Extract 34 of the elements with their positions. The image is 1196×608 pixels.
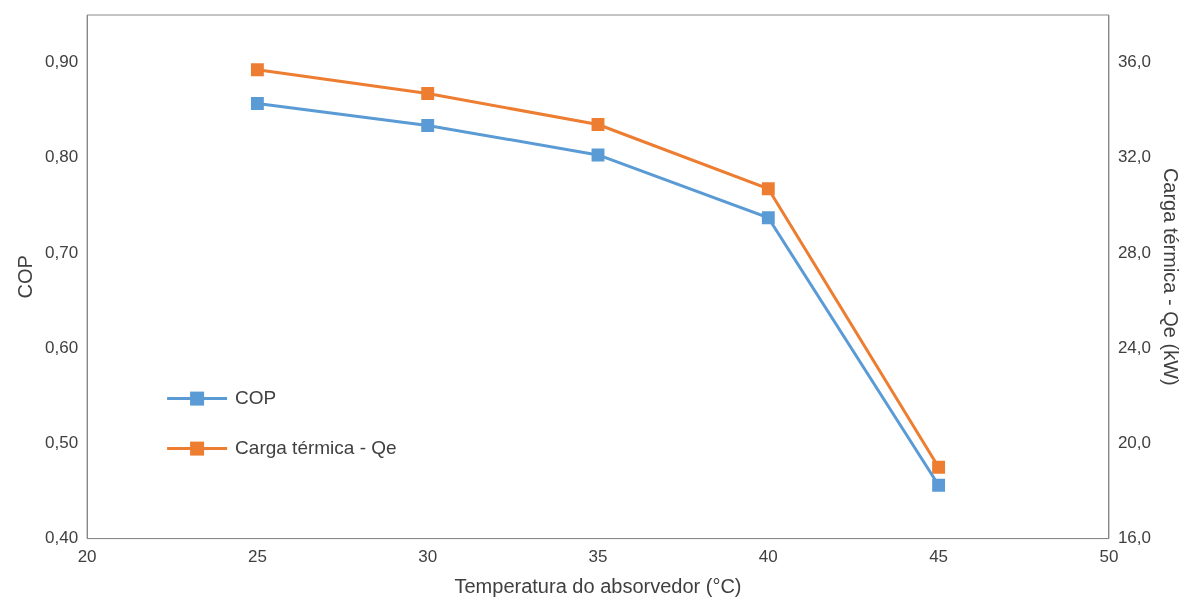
point [761, 182, 775, 196]
x-tick-label: 45 [929, 547, 949, 567]
point [250, 97, 264, 110]
point [932, 478, 946, 492]
point [932, 460, 946, 474]
x-tick-label: 50 [1099, 547, 1119, 567]
x-tick-label: 35 [588, 547, 608, 567]
y2-tick-label: 16,0 [1117, 528, 1152, 548]
x-tick-label: 25 [247, 547, 267, 567]
y2-axis-title: Carga térmica - Qe (kW) [1160, 167, 1183, 386]
point [421, 87, 435, 100]
y2-tick-label: 20,0 [1117, 433, 1152, 453]
x-tick-label: 40 [758, 547, 778, 567]
point [421, 118, 435, 132]
y2-tick-label: 24,0 [1117, 337, 1152, 357]
y2-tick-label: 32,0 [1117, 147, 1152, 167]
y-axis-title: COP [13, 255, 36, 299]
y-tick-label: 0,60 [44, 337, 79, 357]
x-tick-label: 30 [418, 547, 438, 567]
y-tick-label: 0,70 [44, 242, 79, 262]
point [761, 211, 775, 225]
x-tick-label: 20 [77, 547, 97, 567]
y-tick-label: 0,50 [44, 433, 79, 453]
x-axis-title: Temperatura do absorvedor (°C) [454, 574, 742, 597]
y2-tick-label: 28,0 [1117, 242, 1152, 262]
point [591, 118, 605, 131]
legend-label: Carga térmica - Qe [235, 436, 397, 458]
y-tick-label: 0,40 [44, 528, 79, 548]
y2-tick-label: 36,0 [1117, 52, 1152, 72]
y-tick-label: 0,80 [44, 147, 79, 167]
legend-label: COP [235, 386, 277, 408]
point [591, 148, 605, 162]
y-tick-label: 0,90 [44, 52, 79, 72]
point [250, 63, 264, 77]
